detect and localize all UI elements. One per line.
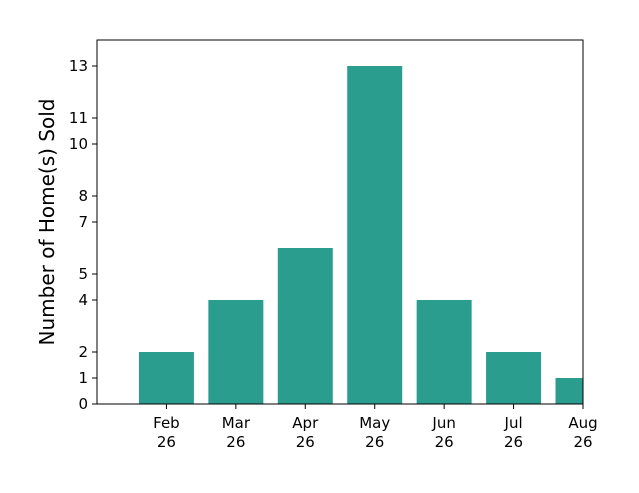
bars-group [138,66,583,404]
x-tick-label: Aug 26 [568,414,597,451]
y-tick-label: 2 [78,343,88,361]
y-tick-label: 11 [69,109,88,127]
y-tick-label: 5 [78,265,88,283]
y-axis-ticks: 0 1 2 4 5 7 8 10 11 13 [69,57,97,413]
bar-mar [208,300,264,404]
bar-may [347,66,403,404]
bar-apr [277,248,333,404]
y-tick-label: 4 [78,291,88,309]
x-tick-label: Apr 26 [292,414,319,451]
bar-feb [138,352,194,404]
plot-frame [96,39,584,405]
x-tick-label: Feb 26 [153,414,180,451]
x-tick-label: Jul 26 [504,414,524,451]
bar-jul [486,352,542,404]
bar-jun [416,300,472,404]
x-tick-label: Mar 26 [222,414,251,451]
x-axis-ticks: Feb 26 Mar 26 Apr 26 May 26 Jun 26 Jul 26 Aug 26 [153,404,598,451]
y-tick-label: 13 [69,57,88,75]
y-axis-title: Number of Home(s) Sold [35,99,59,346]
x-tick-label: Jun 26 [431,414,455,451]
y-tick-label: 1 [78,369,88,387]
y-tick-label: 10 [69,135,88,153]
x-tick-label: May 26 [359,414,390,451]
y-tick-label: 0 [78,395,88,413]
y-tick-label: 8 [78,187,88,205]
bar-aug [555,378,583,404]
y-tick-label: 7 [78,213,88,231]
